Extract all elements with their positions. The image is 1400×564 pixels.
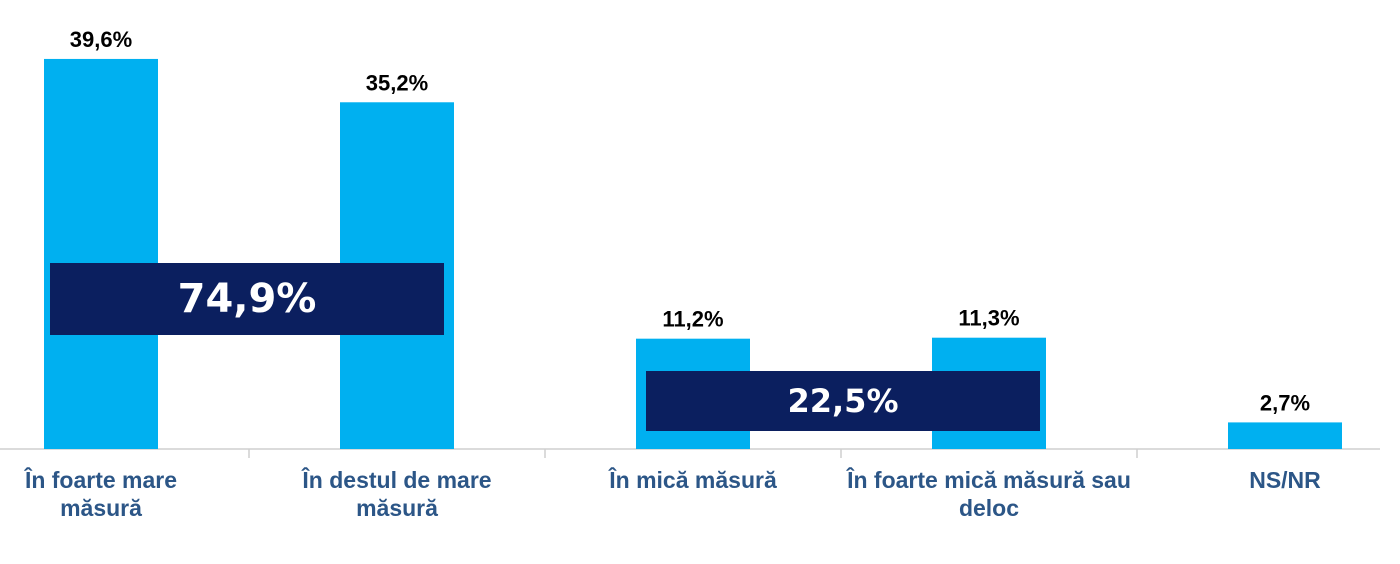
category-label: În destul de mare măsură	[302, 467, 492, 521]
category-label: În foarte mare măsură	[24, 467, 178, 521]
value-label: 2,7%	[1260, 390, 1310, 415]
value-label: 11,2%	[662, 307, 723, 332]
category-label: În mică măsură	[609, 467, 777, 493]
summary-box	[646, 371, 1040, 431]
value-label: 11,3%	[958, 306, 1019, 331]
bar	[1228, 422, 1342, 449]
value-label: 35,2%	[366, 70, 428, 95]
category-label: În foarte mică măsură sau deloc	[847, 467, 1131, 521]
category-label: NS/NR	[1249, 467, 1321, 493]
summary-box	[50, 263, 444, 335]
summary-label: 74,9%	[178, 276, 317, 322]
bar	[44, 58, 158, 449]
value-label: 39,6%	[70, 27, 132, 52]
summary-label: 22,5%	[787, 382, 898, 420]
